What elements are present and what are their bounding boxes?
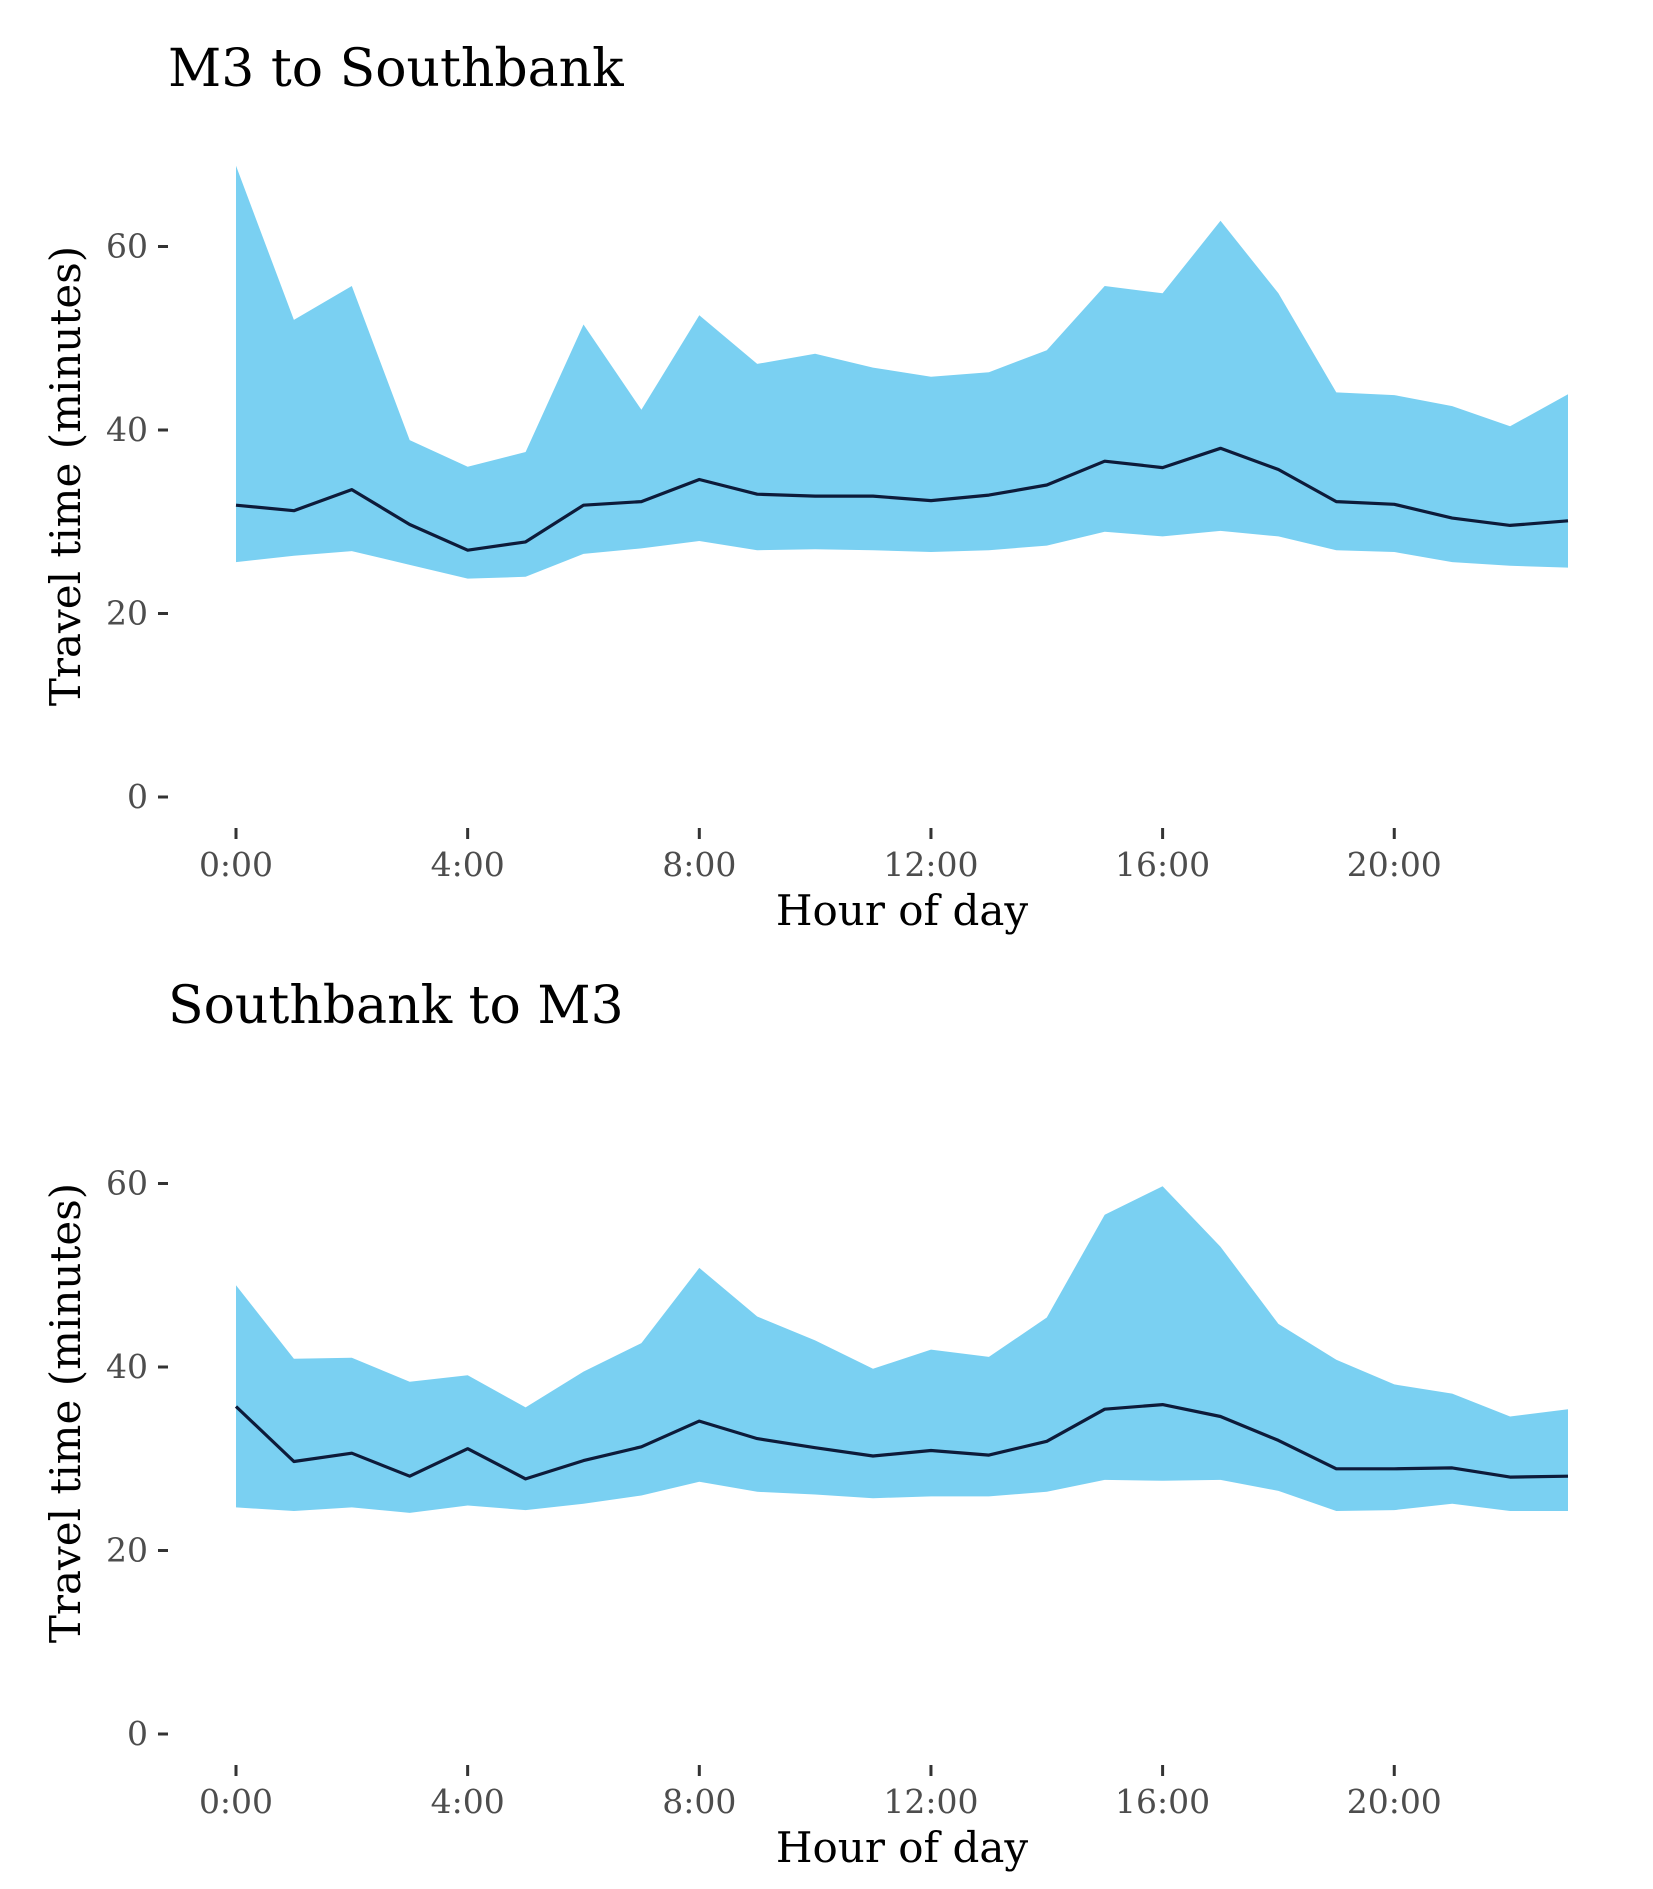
y-tick-label: 40: [106, 410, 148, 449]
y-tick-label: 60: [106, 1164, 148, 1203]
x-tick-label: 0:00: [199, 1782, 273, 1821]
x-tick-label: 8:00: [662, 1782, 736, 1821]
y-axis-title: Travel time (minutes): [41, 246, 90, 706]
panel-m3-to-southbank: M3 to Southbank 0 20 40 60 0:00 4:00 8:00 12:0…: [41, 39, 1569, 935]
y-axis: 0 20 40 60: [106, 1164, 168, 1753]
range-band: [236, 1186, 1568, 1513]
range-band: [236, 165, 1568, 579]
x-tick-label: 16:00: [1115, 1782, 1210, 1821]
x-tick-label: 20:00: [1347, 845, 1442, 884]
y-tick-label: 0: [127, 777, 148, 816]
y-tick-label: 0: [127, 1714, 148, 1753]
x-tick-label: 20:00: [1347, 1782, 1442, 1821]
x-tick-label: 4:00: [431, 1782, 505, 1821]
x-tick-label: 16:00: [1115, 845, 1210, 884]
panel-southbank-to-m3: Southbank to M3 0 20 40 60 0:00 4:00 8:00 12:0…: [41, 976, 1569, 1872]
y-tick-label: 20: [106, 1531, 148, 1570]
median-line: [235, 446, 1569, 552]
y-tick-label: 60: [106, 227, 148, 266]
x-axis-title: Hour of day: [776, 1823, 1028, 1872]
y-tick-label: 40: [106, 1347, 148, 1386]
plot-area: [234, 1186, 1569, 1513]
chart-title: M3 to Southbank: [168, 39, 624, 99]
x-axis: 0:00 4:00 8:00 12:00 16:00 20:00: [199, 828, 1442, 884]
median-line: [234, 1402, 1569, 1481]
chart-title: Southbank to M3: [168, 976, 624, 1036]
x-tick-label: 12:00: [883, 845, 978, 884]
y-tick-label: 20: [106, 594, 148, 633]
x-tick-label: 0:00: [199, 845, 273, 884]
y-axis-title: Travel time (minutes): [41, 1183, 90, 1643]
x-tick-label: 8:00: [662, 845, 736, 884]
y-axis: 0 20 40 60: [106, 227, 168, 816]
x-tick-label: 12:00: [883, 1782, 978, 1821]
plot-area: [235, 165, 1569, 579]
x-tick-label: 4:00: [431, 845, 505, 884]
x-axis-title: Hour of day: [776, 886, 1028, 935]
x-axis: 0:00 4:00 8:00 12:00 16:00 20:00: [199, 1765, 1442, 1821]
